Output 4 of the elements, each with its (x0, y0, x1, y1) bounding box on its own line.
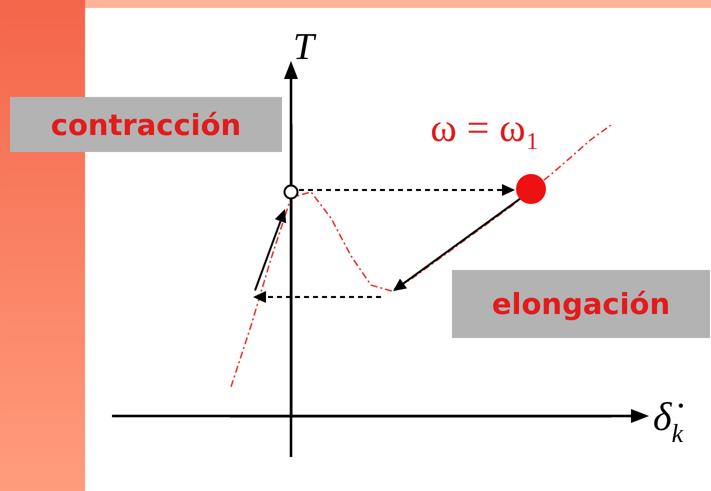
annotation: elongación (452, 270, 710, 338)
y-axis-title: T (293, 26, 317, 68)
annotation: ω = ω₁ (429, 104, 541, 152)
annotation: contracción (10, 97, 282, 152)
